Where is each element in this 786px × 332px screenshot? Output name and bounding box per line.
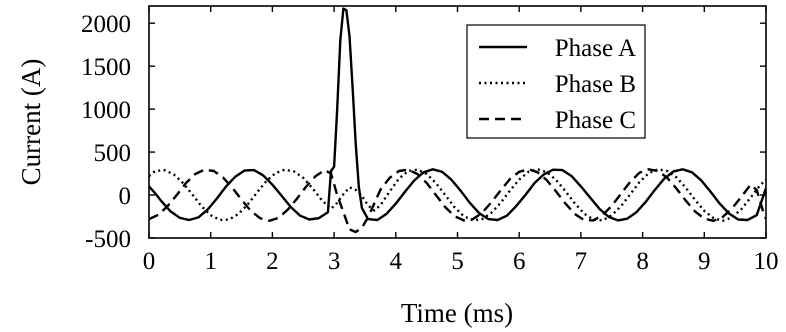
x-tick-label: 10	[754, 248, 779, 275]
y-tick-label: 0	[119, 183, 132, 210]
x-axis-label: Time (ms)	[401, 298, 513, 328]
x-tick-label: 7	[575, 248, 588, 275]
legend-label-1: Phase A	[555, 35, 636, 62]
tick-labels-layer: 0 1 2 3 4 5 6 7 8 9 10 -500 0 500 1000 1500 2000	[81, 11, 779, 275]
legend-label-2: Phase B	[555, 71, 636, 98]
y-tick-label: 1000	[81, 97, 131, 124]
ticks-layer	[148, 6, 767, 239]
x-tick-label: 8	[636, 248, 649, 275]
x-tick-label: 4	[390, 248, 403, 275]
x-tick-label: 3	[328, 248, 341, 275]
x-tick-label: 1	[204, 248, 217, 275]
x-tick-label: 2	[266, 248, 279, 275]
legend-entries: Phase A Phase B Phase C	[479, 35, 636, 134]
y-tick-label: 1500	[81, 54, 131, 81]
y-tick-label: -500	[85, 226, 131, 253]
series-line-2	[149, 168, 766, 222]
y-tick-label: 500	[94, 140, 132, 167]
x-tick-label: 9	[698, 248, 711, 275]
series-line-1	[149, 7, 766, 222]
y-axis-label: Current (A)	[16, 59, 46, 186]
x-tick-label: 5	[451, 248, 464, 275]
x-tick-label: 0	[143, 248, 156, 275]
plot-frame	[148, 5, 767, 239]
y-tick-label: 2000	[81, 11, 131, 38]
series-layer	[149, 7, 766, 234]
series-line-3	[149, 168, 766, 234]
legend-label-3: Phase C	[555, 107, 636, 134]
legend: Phase A Phase B Phase C	[466, 24, 646, 139]
x-tick-label: 6	[513, 248, 526, 275]
